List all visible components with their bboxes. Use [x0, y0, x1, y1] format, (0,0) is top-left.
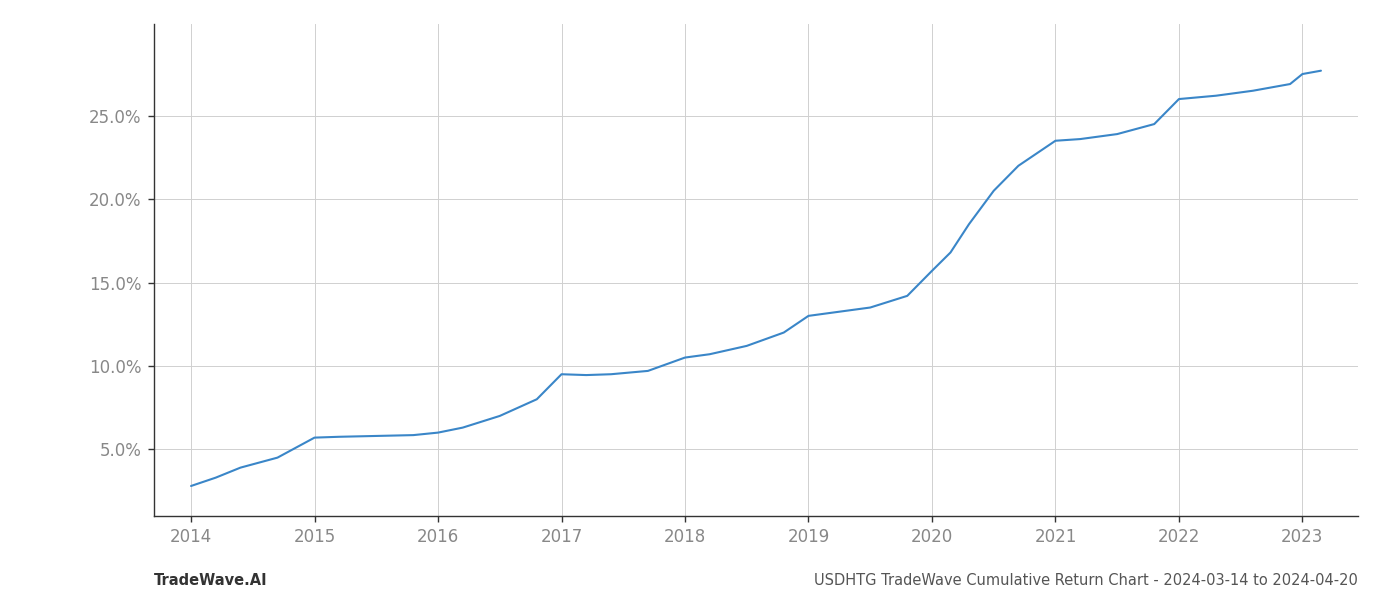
- Text: USDHTG TradeWave Cumulative Return Chart - 2024-03-14 to 2024-04-20: USDHTG TradeWave Cumulative Return Chart…: [815, 573, 1358, 588]
- Text: TradeWave.AI: TradeWave.AI: [154, 573, 267, 588]
